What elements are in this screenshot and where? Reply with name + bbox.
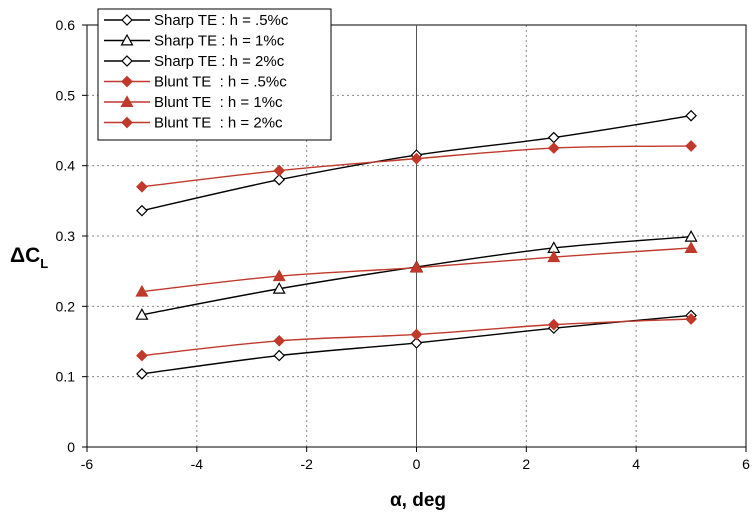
- x-tick-label: 2: [522, 456, 530, 472]
- legend-label: Sharp TE : h = 2%c: [154, 53, 285, 70]
- legend-entry: Sharp TE : h = .5%c: [104, 12, 289, 29]
- legend-marker: [120, 33, 134, 46]
- data-point: [136, 204, 148, 217]
- data-point: [273, 349, 286, 362]
- y-tick-label: 0.6: [56, 17, 76, 33]
- x-axis-title: α, deg: [390, 490, 446, 511]
- data-point: [135, 284, 149, 297]
- y-axis-title-subscript: L: [40, 256, 48, 271]
- data-point: [684, 241, 698, 253]
- legend-marker: [120, 95, 134, 108]
- data-point: [547, 250, 561, 263]
- legend-entry: Blunt TE : h = .5%c: [104, 74, 287, 91]
- legend-label: Blunt TE : h = 1%c: [154, 94, 283, 111]
- y-tick-label: 0.1: [56, 369, 76, 385]
- legend-entry: Sharp TE : h = 2%c: [104, 53, 285, 70]
- y-tick-label: 0.2: [56, 298, 76, 314]
- legend-label: Sharp TE : h = 1%c: [154, 33, 285, 50]
- data-point: [135, 308, 149, 320]
- data-point: [547, 131, 560, 144]
- legend-entry: Sharp TE : h = 1%c: [104, 33, 285, 50]
- y-axis-title: ΔCL: [10, 244, 48, 271]
- x-tick-label: 4: [632, 456, 640, 472]
- y-tick-label: 0.4: [56, 158, 76, 174]
- legend-marker: [121, 55, 133, 67]
- x-tick-label: 0: [413, 456, 421, 472]
- data-point: [273, 164, 286, 177]
- data-point: [409, 260, 424, 273]
- legend-label: Sharp TE : h = .5%c: [154, 12, 289, 29]
- x-tick-label: -6: [81, 456, 94, 472]
- data-point: [547, 318, 560, 331]
- legend-entry: Blunt TE : h = 2%c: [104, 115, 283, 132]
- data-point: [273, 334, 286, 347]
- data-point: [136, 368, 148, 380]
- y-tick-label: 0.3: [56, 228, 76, 244]
- data-point: [547, 142, 560, 154]
- data-point: [272, 282, 286, 294]
- data-point: [410, 337, 423, 349]
- data-point: [685, 140, 697, 152]
- series-4: [136, 313, 697, 362]
- legend-entry: Blunt TE : h = 1%c: [104, 94, 283, 111]
- data-point: [272, 269, 286, 282]
- data-point: [685, 313, 697, 325]
- series-5: [135, 241, 698, 297]
- series-layer: [135, 109, 698, 380]
- data-point: [136, 180, 148, 193]
- y-axis-title-main: ΔC: [10, 244, 40, 267]
- x-tick-label: 6: [742, 456, 750, 472]
- legend-box: [97, 8, 332, 141]
- data-point: [410, 328, 423, 341]
- x-tick-label: -2: [300, 456, 313, 472]
- data-point: [684, 229, 698, 242]
- data-point: [410, 152, 423, 165]
- ticks-layer: -6 -4 -2 0 2 4 6 0 0.1 0.2 0.3 0.4 0.5 0.6: [56, 17, 751, 472]
- y-tick-label: 0: [67, 439, 75, 455]
- legend-marker: [121, 14, 133, 26]
- legend-marker: [121, 116, 133, 129]
- y-tick-label: 0.5: [56, 87, 76, 103]
- x-tick-label: -4: [191, 456, 204, 472]
- series-1: [136, 309, 697, 380]
- legend: Sharp TE : h = .5%c Sharp TE : h = 1%c Sha…: [97, 8, 332, 141]
- legend-label: Blunt TE : h = .5%c: [154, 74, 287, 91]
- legend-marker: [121, 75, 133, 88]
- data-point: [685, 109, 697, 122]
- legend-label: Blunt TE : h = 2%c: [154, 115, 283, 132]
- data-point: [136, 349, 148, 362]
- data-point: [273, 173, 286, 186]
- series-6: [136, 140, 697, 193]
